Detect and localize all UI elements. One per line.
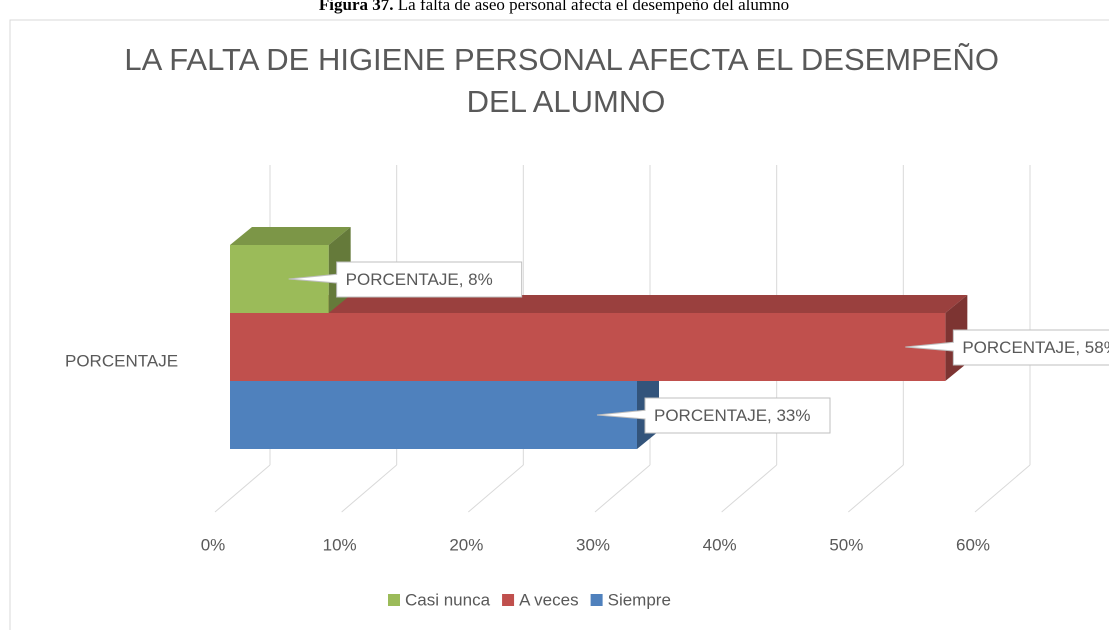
legend-label: Casi nunca [405, 590, 491, 609]
legend-swatch [388, 594, 400, 606]
grid-floor-line [341, 464, 397, 513]
grid-floor-line [721, 464, 777, 513]
x-tick-label: 50% [829, 535, 863, 554]
x-tick-label: 10% [323, 535, 357, 554]
grid-floor-line [214, 464, 271, 513]
caption-label: Figura 37. [319, 0, 394, 14]
caption: Figura 37. La falta de aseo personal afe… [319, 0, 789, 14]
data-label-box [596, 397, 831, 434]
bar [230, 313, 946, 381]
x-tick-label: 30% [576, 535, 610, 554]
x-tick-label: 0% [201, 535, 226, 554]
legend-swatch [502, 594, 515, 606]
data-label-box [905, 329, 1109, 366]
legend-label: A veces [519, 590, 579, 609]
data-label: PORCENTAJE, 58% [962, 338, 1109, 357]
chart-title: LA FALTA DE HIGIENE PERSONAL AFECTA EL D… [124, 42, 1007, 119]
grid-floor-line [468, 464, 524, 513]
x-tick-label: 20% [449, 535, 483, 554]
grid-floor-line [974, 464, 1031, 513]
bar-top [230, 227, 351, 245]
grid-floor-line [848, 464, 904, 513]
caption-text: La falta de aseo personal afecta el dese… [398, 0, 789, 14]
x-tick-label: 60% [956, 535, 990, 554]
data-label: PORCENTAJE, 8% [346, 270, 493, 289]
grid-floor-line [594, 464, 651, 513]
bar-top [230, 295, 968, 313]
data-label-box [288, 261, 523, 298]
y-tick-label: PORCENTAJE [65, 351, 178, 370]
legend-swatch [590, 594, 603, 606]
bar [230, 381, 637, 449]
x-tick-label: 40% [703, 535, 737, 554]
data-label: PORCENTAJE, 33% [654, 406, 811, 425]
legend-label: Siempre [608, 590, 671, 609]
